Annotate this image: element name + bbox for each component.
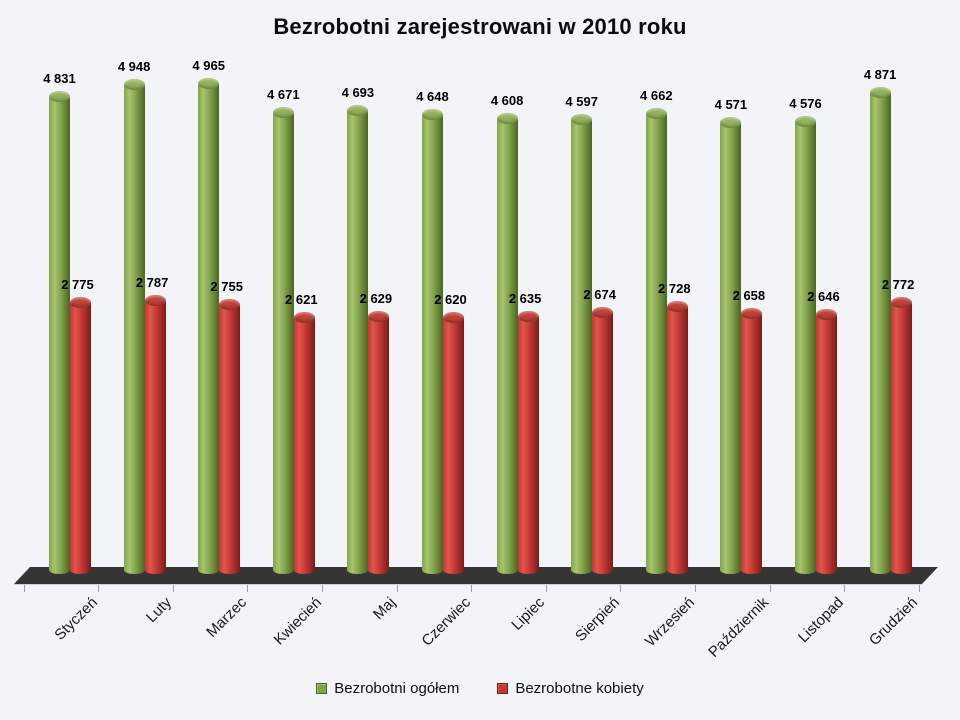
data-label-bezrobotni-og-em-listopad: 4 576 (789, 96, 822, 112)
bar-bezrobotne-kobiety-listopad (816, 309, 837, 574)
chart-title: Bezrobotni zarejestrowani w 2010 roku (273, 14, 687, 39)
x-axis-tick (620, 585, 622, 592)
x-axis-tick (694, 585, 696, 592)
x-label-grudzie-: Grudzień (866, 594, 922, 650)
data-label-bezrobotni-og-em-marzec: 4 965 (192, 57, 225, 73)
data-label-bezrobotne-kobiety-kwiecie-: 2 621 (285, 291, 318, 307)
data-label-bezrobotni-og-em-luty: 4 948 (117, 59, 151, 75)
bar-bezrobotni-og-em-lipiec (496, 113, 518, 574)
x-axis-tick (98, 585, 100, 592)
legend-swatch-total-icon (316, 683, 328, 694)
floor-3d (14, 567, 938, 584)
bar-bezrobotni-og-em-pa-dziernik (720, 116, 742, 574)
bar-bezrobotni-og-em-sierpie- (571, 114, 593, 574)
bar-bezrobotni-og-em-grudzie- (869, 86, 891, 574)
legend-label-total: Bezrobotni ogółem (334, 680, 460, 697)
bar-bezrobotni-og-em-luty (123, 79, 145, 574)
x-label-czerwiec: Czerwiec (418, 594, 474, 650)
bar-bezrobotne-kobiety-sierpie- (592, 306, 614, 574)
bar-bezrobotne-kobiety-pa-dziernik (741, 308, 763, 574)
data-label-bezrobotni-og-em-grudzie-: 4 871 (863, 66, 897, 82)
x-axis-line (14, 584, 922, 585)
x-axis-tick (172, 585, 174, 592)
x-label-wrzesie-: Wrzesień (641, 594, 698, 651)
bar-bezrobotni-og-em-maj (347, 104, 369, 574)
bar-bezrobotne-kobiety-wrzesie- (666, 301, 688, 574)
x-axis-tick (844, 585, 846, 592)
x-axis-tick (545, 585, 547, 592)
bar-bezrobotne-kobiety-maj (368, 311, 390, 574)
bar-bezrobotne-kobiety-grudzie- (890, 296, 912, 574)
bar-bezrobotne-kobiety-marzec (219, 298, 241, 574)
data-label-bezrobotni-og-em-stycze-: 4 831 (43, 70, 76, 86)
x-axis-tick (23, 585, 25, 592)
x-axis-tick (247, 585, 249, 592)
bar-bezrobotne-kobiety-stycze- (70, 296, 91, 574)
x-label-listopad: Listopad (794, 594, 847, 647)
bar-bezrobotni-og-em-wrzesie- (645, 107, 667, 574)
data-label-bezrobotne-kobiety-stycze-: 2 775 (61, 276, 94, 292)
bar-bezrobotne-kobiety-kwiecie- (293, 311, 315, 574)
data-label-bezrobotni-og-em-wrzesie-: 4 662 (640, 87, 673, 103)
x-axis-tick (471, 585, 473, 592)
data-label-bezrobotne-kobiety-pa-dziernik: 2 658 (732, 288, 766, 304)
data-label-bezrobotne-kobiety-maj: 2 629 (359, 291, 393, 307)
data-label-bezrobotni-og-em-sierpie-: 4 597 (565, 94, 598, 110)
x-axis-tick (769, 585, 771, 592)
legend-swatch-women-icon (497, 683, 509, 694)
data-label-bezrobotne-kobiety-lipiec: 2 635 (508, 290, 542, 306)
x-label-stycze-: Styczeń (51, 594, 101, 644)
bar-bezrobotni-og-em-czerwiec (422, 109, 443, 574)
bar-bezrobotne-kobiety-luty (144, 295, 166, 574)
data-label-bezrobotne-kobiety-listopad: 2 646 (807, 289, 840, 305)
data-label-bezrobotne-kobiety-grudzie-: 2 772 (881, 276, 915, 292)
x-axis-tick (321, 585, 323, 592)
bar-bezrobotni-og-em-marzec (198, 77, 220, 574)
data-label-bezrobotni-og-em-lipiec: 4 608 (490, 93, 524, 109)
data-label-bezrobotni-og-em-pa-dziernik: 4 571 (714, 96, 748, 112)
legend-item-total: Bezrobotni ogółem (316, 680, 459, 697)
bar-bezrobotni-og-em-stycze- (49, 90, 70, 574)
legend: Bezrobotni ogółem Bezrobotne kobiety (0, 680, 960, 697)
data-label-bezrobotni-og-em-czerwiec: 4 648 (416, 89, 449, 105)
bar-bezrobotni-og-em-kwiecie- (272, 106, 294, 574)
data-label-bezrobotne-kobiety-sierpie-: 2 674 (583, 286, 616, 302)
bar-bezrobotni-og-em-listopad (795, 116, 816, 574)
bar-bezrobotne-kobiety-czerwiec (443, 312, 464, 574)
x-axis-tick (918, 585, 920, 592)
data-label-bezrobotne-kobiety-luty: 2 787 (135, 275, 169, 291)
legend-label-women: Bezrobotne kobiety (515, 680, 644, 697)
data-label-bezrobotne-kobiety-czerwiec: 2 620 (434, 292, 467, 307)
data-label-bezrobotni-og-em-kwiecie-: 4 671 (267, 86, 300, 102)
data-label-bezrobotne-kobiety-marzec: 2 755 (210, 278, 243, 294)
legend-item-women: Bezrobotne kobiety (497, 680, 644, 697)
x-axis-tick (396, 585, 398, 592)
bar-bezrobotne-kobiety-lipiec (517, 310, 539, 574)
x-label-kwiecie-: Kwiecień (270, 594, 325, 649)
data-label-bezrobotni-og-em-maj: 4 693 (341, 84, 375, 100)
data-label-bezrobotne-kobiety-wrzesie-: 2 728 (658, 281, 691, 297)
